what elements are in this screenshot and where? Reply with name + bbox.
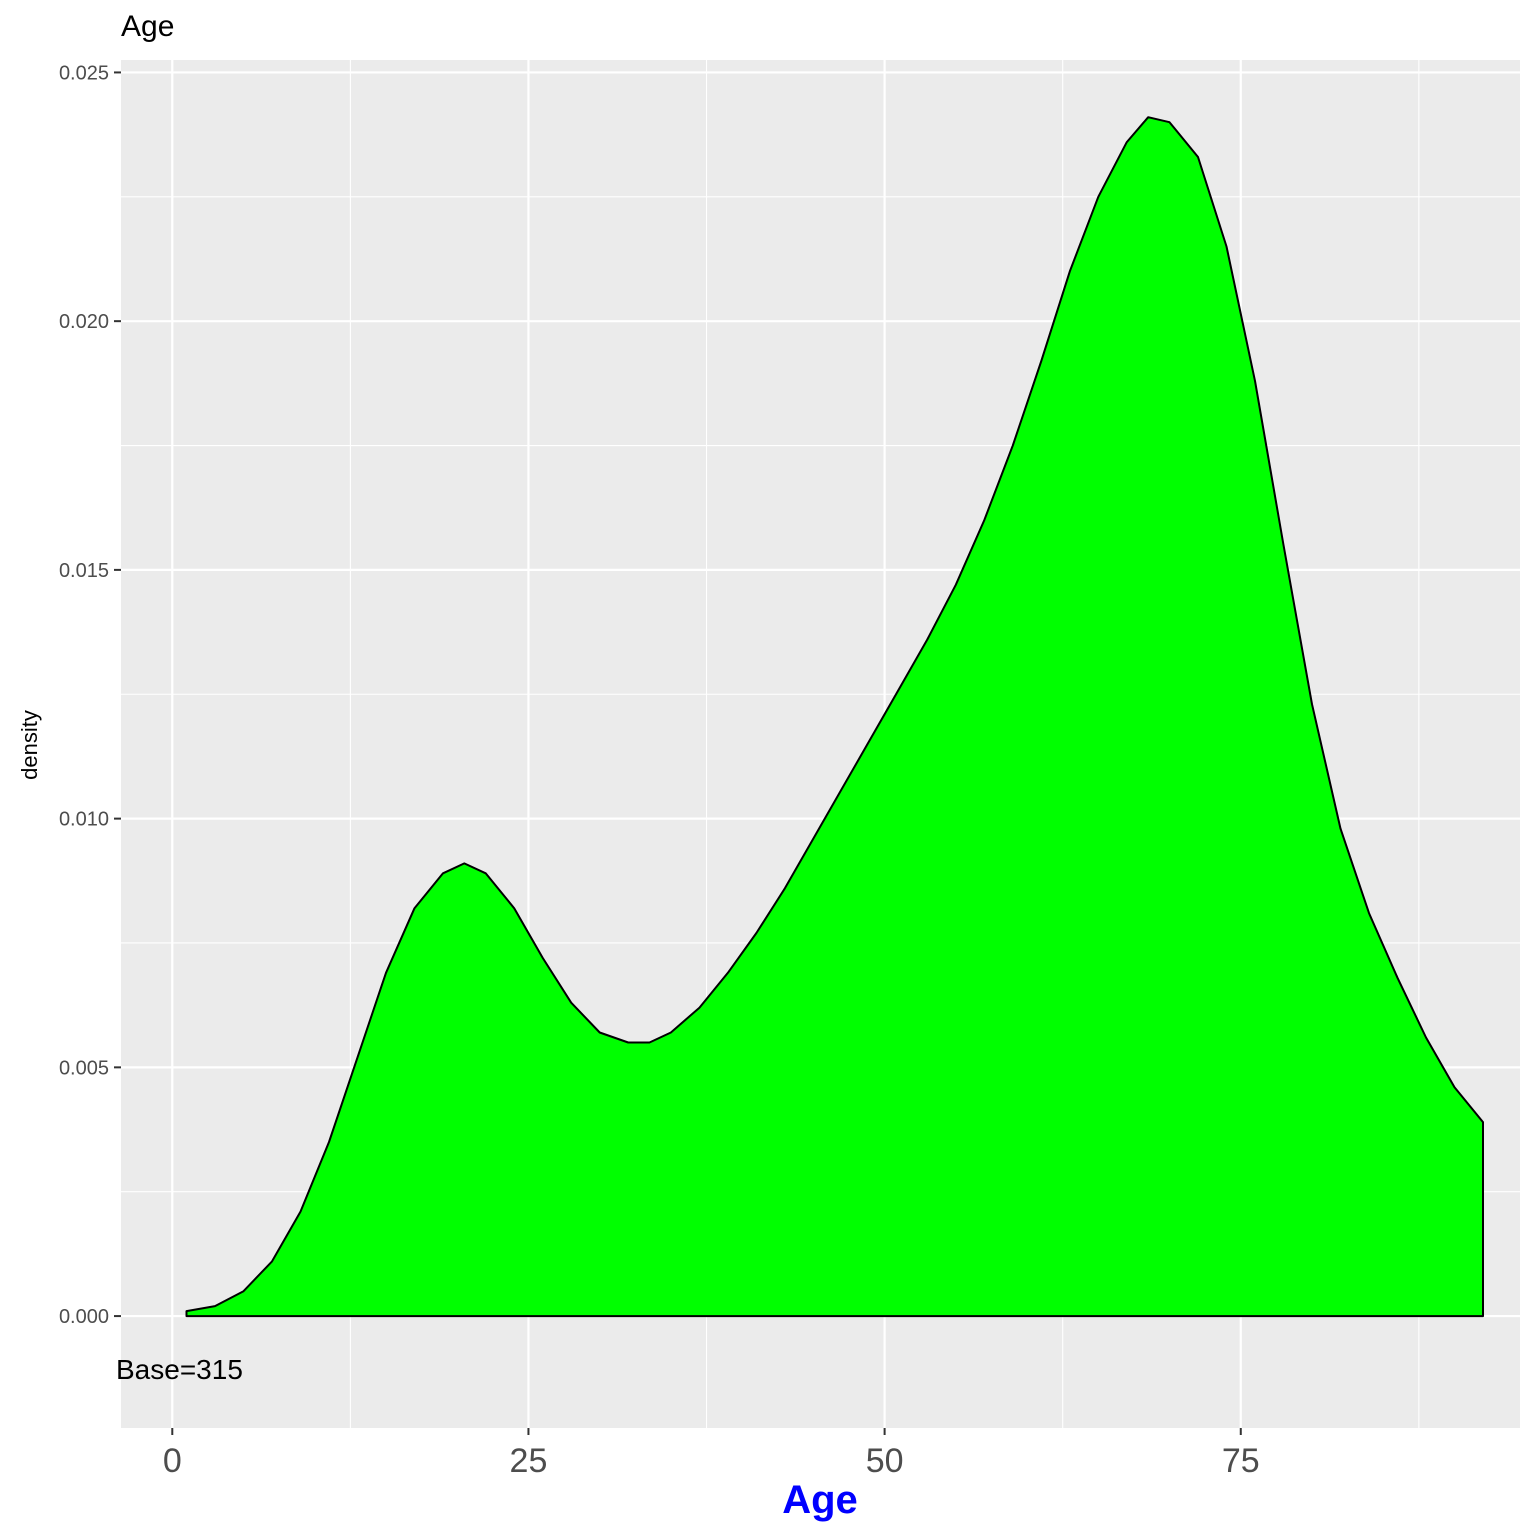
y-tick-label: 0.000 — [59, 1306, 109, 1328]
x-tick-label: 0 — [163, 1442, 182, 1480]
y-tick-label: 0.015 — [59, 560, 109, 582]
y-tick-label: 0.020 — [59, 311, 109, 333]
x-tick-label: 75 — [1222, 1442, 1260, 1480]
y-tick-label: 0.005 — [59, 1057, 109, 1079]
x-axis: 0 25 50 75 — [163, 1428, 1260, 1480]
base-annotation: Base=315 — [116, 1354, 243, 1385]
y-axis-label: density — [17, 710, 42, 780]
density-area — [185, 116, 1484, 1318]
x-tick-label: 25 — [510, 1442, 548, 1480]
y-axis: 0.000 0.005 0.010 0.015 0.020 0.025 — [59, 62, 121, 1328]
x-tick-label: 50 — [866, 1442, 904, 1480]
y-tick-label: 0.025 — [59, 62, 109, 84]
y-tick-label: 0.010 — [59, 809, 109, 831]
x-axis-label: Age — [782, 1478, 858, 1522]
chart-title: Age — [121, 10, 175, 43]
